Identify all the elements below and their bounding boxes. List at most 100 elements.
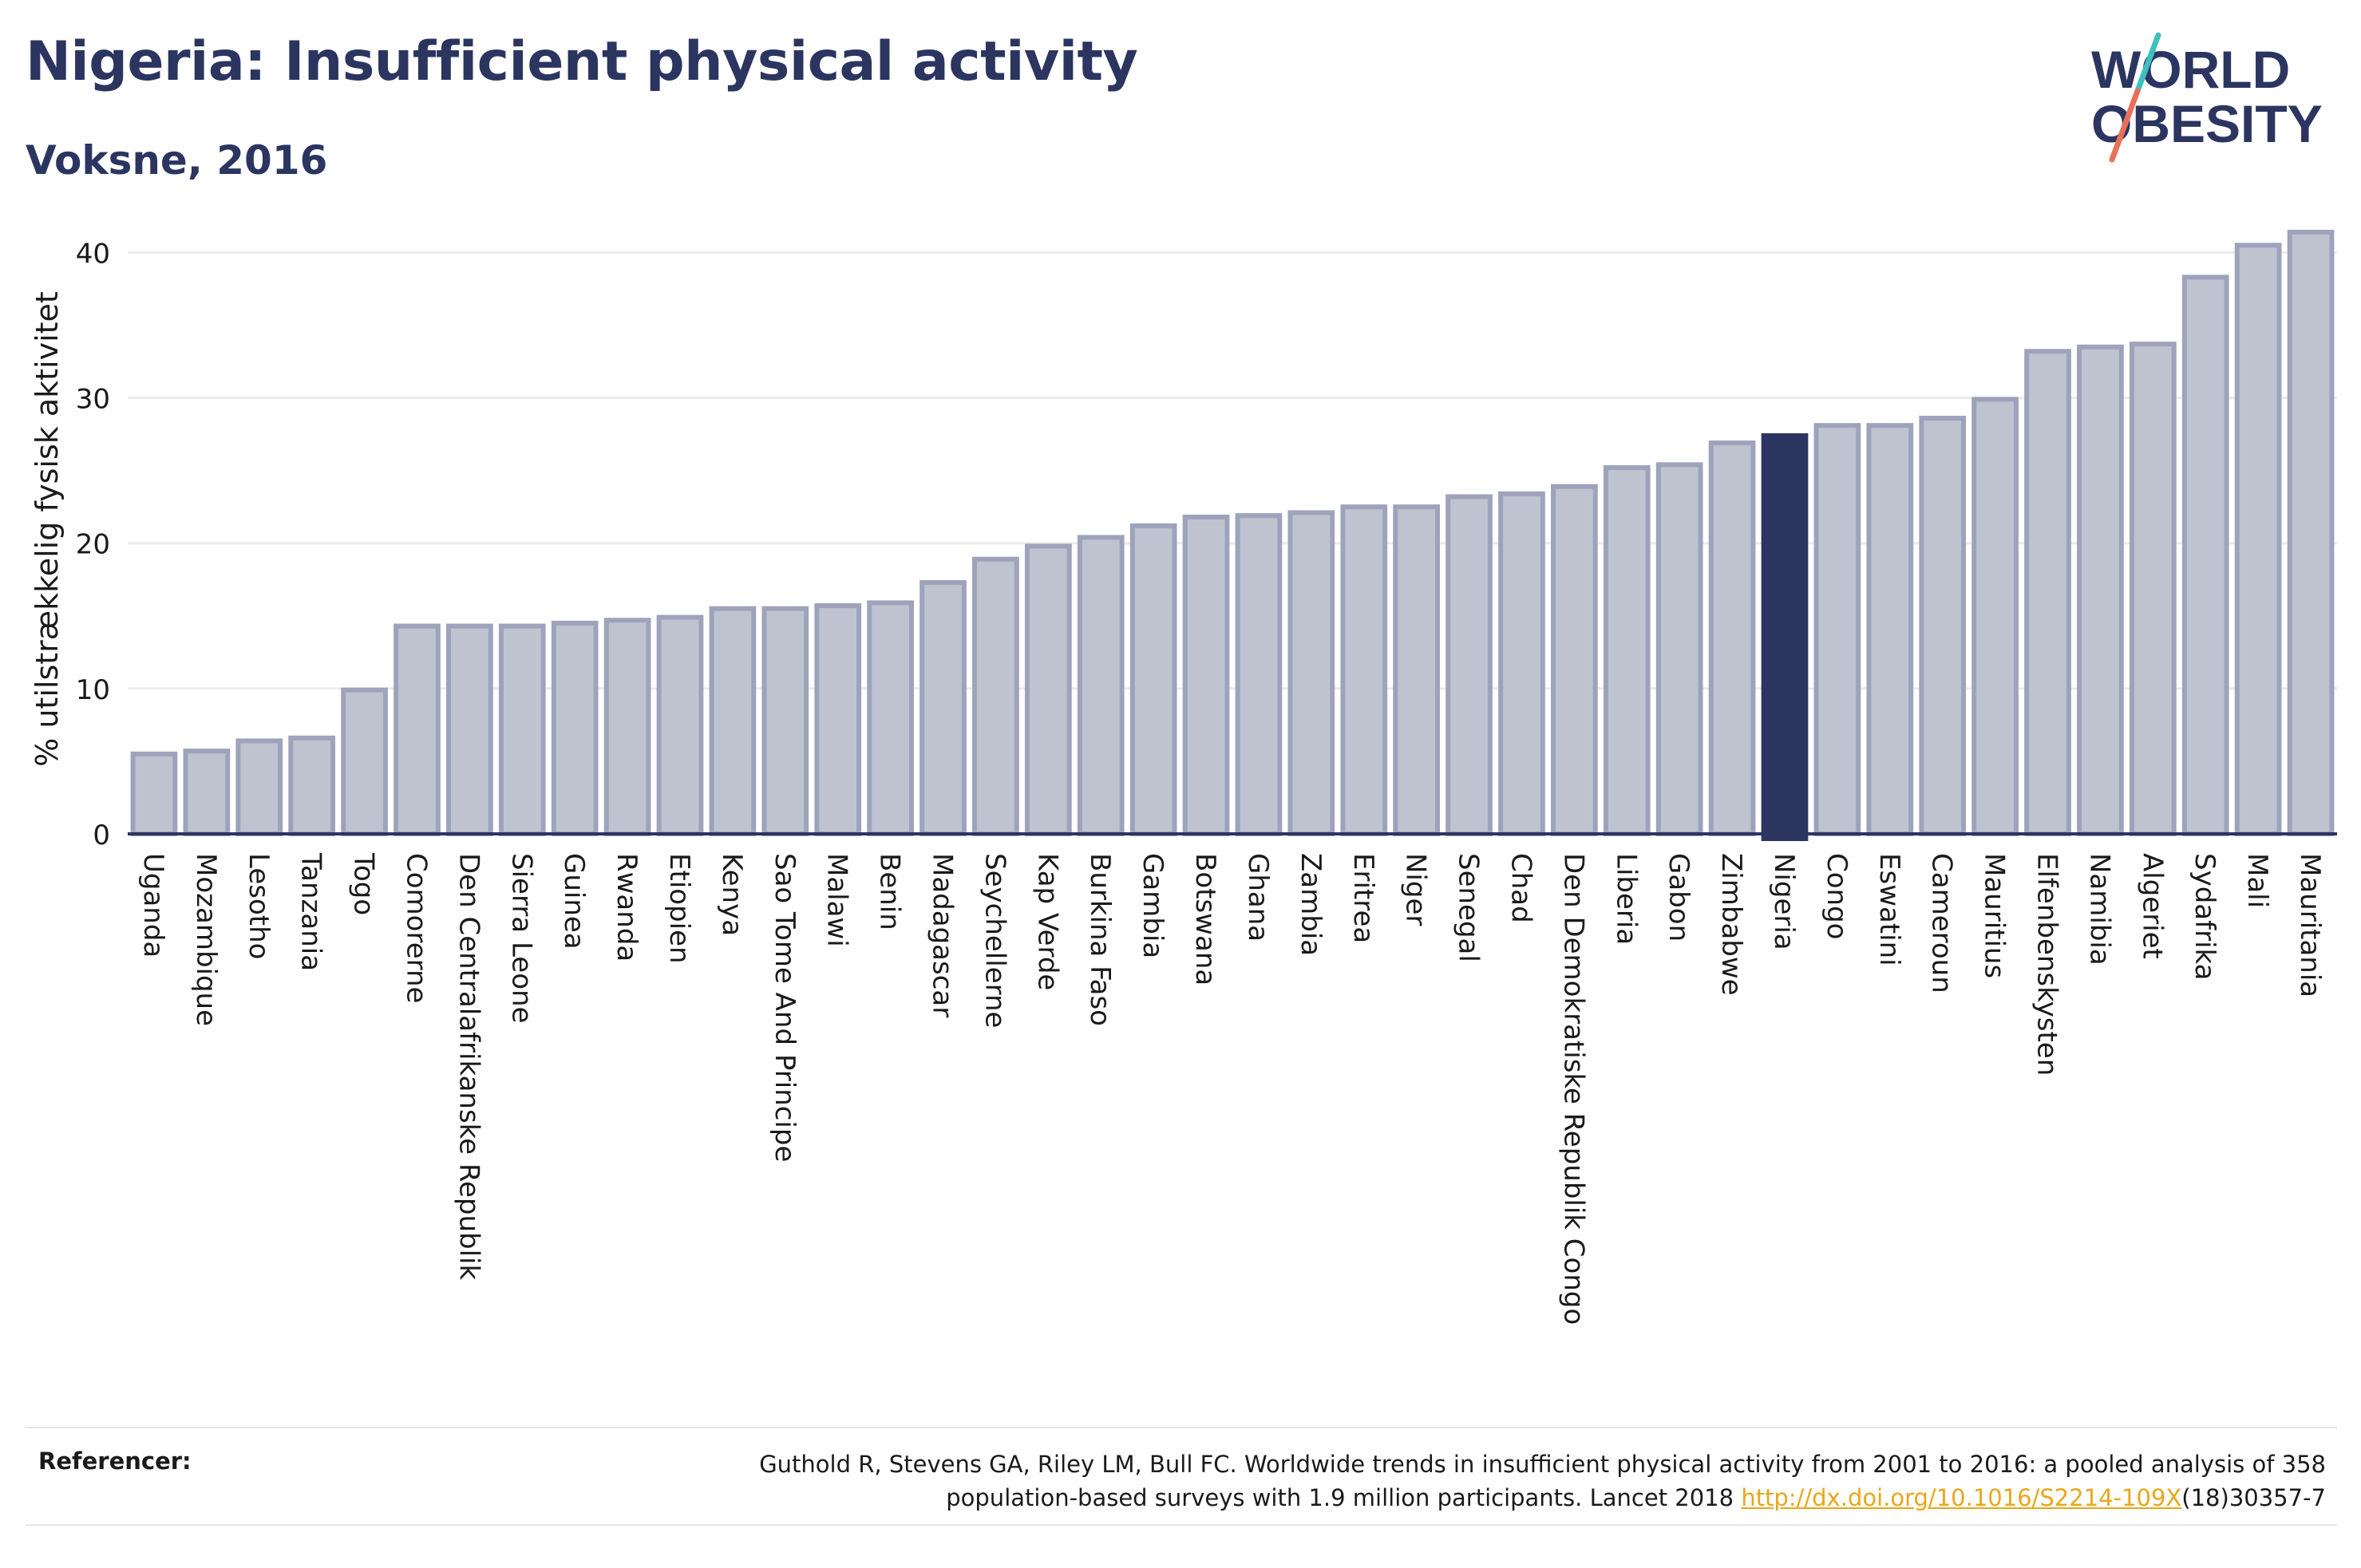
bar bbox=[867, 600, 914, 837]
y-tick-label: 10 bbox=[76, 674, 110, 706]
y-tick-label: 20 bbox=[76, 529, 110, 561]
x-tick-label: Gabon bbox=[1663, 853, 1695, 942]
x-tick-label: Sao Tome And Principe bbox=[769, 853, 801, 1162]
x-tick-label: Burkina Faso bbox=[1084, 853, 1116, 1026]
x-tick-label: Eswatini bbox=[1873, 853, 1905, 966]
references-label: Referencer: bbox=[38, 1448, 192, 1475]
x-tick-label: Congo bbox=[1821, 853, 1853, 939]
y-tick-label: 0 bbox=[93, 820, 110, 851]
bar bbox=[2077, 344, 2124, 837]
references-line-1: Guthold R, Stevens GA, Riley LM, Bull FC… bbox=[759, 1451, 2326, 1478]
y-tick-label: 40 bbox=[76, 238, 110, 270]
bar bbox=[1129, 523, 1177, 836]
x-tick-label: Etiopien bbox=[663, 853, 695, 964]
bar bbox=[656, 614, 704, 836]
y-tick-label: 30 bbox=[76, 384, 110, 416]
bar bbox=[2129, 342, 2177, 836]
references-line-2: population-based surveys with 1.9 millio… bbox=[490, 1481, 2326, 1515]
bar bbox=[1340, 504, 1388, 837]
bar bbox=[1866, 423, 1914, 837]
bar bbox=[235, 738, 283, 837]
x-tick-label: Den Centralafrikanske Republik bbox=[453, 853, 484, 1280]
reference-divider-top bbox=[26, 1427, 2337, 1428]
bar bbox=[551, 620, 599, 837]
bar bbox=[183, 748, 231, 837]
bar bbox=[2181, 274, 2229, 836]
x-tick-label: Elfenbenskysten bbox=[2031, 853, 2063, 1076]
x-tick-label: Seychellerne bbox=[979, 853, 1010, 1028]
references-line-2-suffix: (18)30357-7 bbox=[2181, 1484, 2326, 1511]
bar bbox=[814, 603, 862, 836]
bar bbox=[1024, 543, 1072, 836]
bar bbox=[1919, 416, 1967, 836]
bar bbox=[709, 606, 757, 837]
bar bbox=[498, 623, 546, 836]
x-tick-label: Mauritius bbox=[1979, 853, 2011, 978]
bar bbox=[2024, 349, 2071, 836]
x-tick-label: Namibia bbox=[2083, 853, 2115, 966]
x-tick-label: Mauritania bbox=[2294, 853, 2326, 997]
chart-title: Nigeria: Insufficient physical activity bbox=[26, 30, 1138, 93]
bar bbox=[1182, 514, 1230, 837]
bar bbox=[761, 606, 809, 837]
bar bbox=[341, 687, 388, 837]
x-tick-label: Zimbabwe bbox=[1715, 853, 1747, 996]
bar bbox=[1287, 510, 1335, 836]
bar bbox=[1708, 440, 1756, 836]
x-tick-label: Nigeria bbox=[1768, 853, 1800, 950]
bar bbox=[919, 579, 967, 837]
logo-line1: WORLD bbox=[2091, 40, 2290, 99]
x-tick-label: Senegal bbox=[1453, 853, 1485, 962]
bar bbox=[394, 623, 441, 836]
bar bbox=[288, 735, 336, 836]
x-tick-label: Sierra Leone bbox=[505, 853, 537, 1023]
bar bbox=[972, 556, 1019, 836]
x-tick-label: Mozambique bbox=[190, 853, 222, 1026]
bar bbox=[1551, 484, 1598, 837]
doi-link[interactable]: http://dx.doi.org/10.1016/S2214-109X bbox=[1741, 1484, 2182, 1511]
bar bbox=[1393, 504, 1441, 837]
bar bbox=[130, 751, 178, 836]
y-axis-label: % utilstrækkelig fysisk aktivitet bbox=[30, 291, 65, 767]
x-tick-label: Chad bbox=[1505, 853, 1536, 923]
x-tick-label: Benin bbox=[874, 853, 906, 930]
x-tick-label: Kap Verde bbox=[1031, 853, 1063, 990]
bar bbox=[446, 623, 493, 836]
bar bbox=[1603, 465, 1651, 836]
x-tick-label: Kenya bbox=[716, 853, 748, 936]
bar bbox=[603, 618, 651, 836]
x-tick-label: Sydafrika bbox=[2189, 853, 2221, 980]
bar bbox=[1971, 397, 2019, 836]
references-text: Guthold R, Stevens GA, Riley LM, Bull FC… bbox=[490, 1448, 2326, 1515]
bar bbox=[1813, 423, 1861, 837]
bar bbox=[2234, 243, 2282, 837]
x-tick-label: Den Demokratiske Republik Congo bbox=[1557, 853, 1589, 1325]
bar bbox=[1235, 513, 1283, 836]
x-tick-label: Malawi bbox=[821, 853, 853, 947]
x-tick-label: Eritrea bbox=[1347, 853, 1379, 943]
bar-highlight bbox=[1761, 432, 1809, 842]
x-tick-label: Cameroun bbox=[1926, 853, 1958, 993]
bar bbox=[1655, 462, 1703, 836]
logo-slash-teal bbox=[2134, 32, 2161, 94]
gridlines bbox=[128, 251, 2337, 690]
x-tick-label: Madagascar bbox=[927, 853, 959, 1017]
x-tick-label: Botswana bbox=[1189, 853, 1221, 985]
x-tick-label: Uganda bbox=[137, 853, 169, 958]
world-obesity-logo: WORLD OBESITY bbox=[2091, 32, 2323, 163]
logo-slash-coral bbox=[2109, 88, 2141, 163]
x-tick-label: Rwanda bbox=[611, 853, 643, 962]
chart-subtitle: Voksne, 2016 bbox=[26, 137, 328, 184]
bar bbox=[1445, 494, 1493, 837]
x-tick-label: Algeriet bbox=[2136, 853, 2168, 959]
x-tick-label: Mali bbox=[2241, 853, 2273, 908]
x-tick-label: Gambia bbox=[1137, 853, 1169, 958]
x-tick-label: Liberia bbox=[1610, 853, 1642, 945]
x-tick-label: Guinea bbox=[558, 853, 590, 950]
x-tick-label: Lesotho bbox=[243, 853, 275, 959]
bars bbox=[130, 229, 2335, 842]
references-line-2-prefix: population-based surveys with 1.9 millio… bbox=[946, 1484, 1742, 1511]
x-tick-label: Tanzania bbox=[295, 852, 327, 971]
reference-divider-bottom bbox=[26, 1524, 2337, 1526]
